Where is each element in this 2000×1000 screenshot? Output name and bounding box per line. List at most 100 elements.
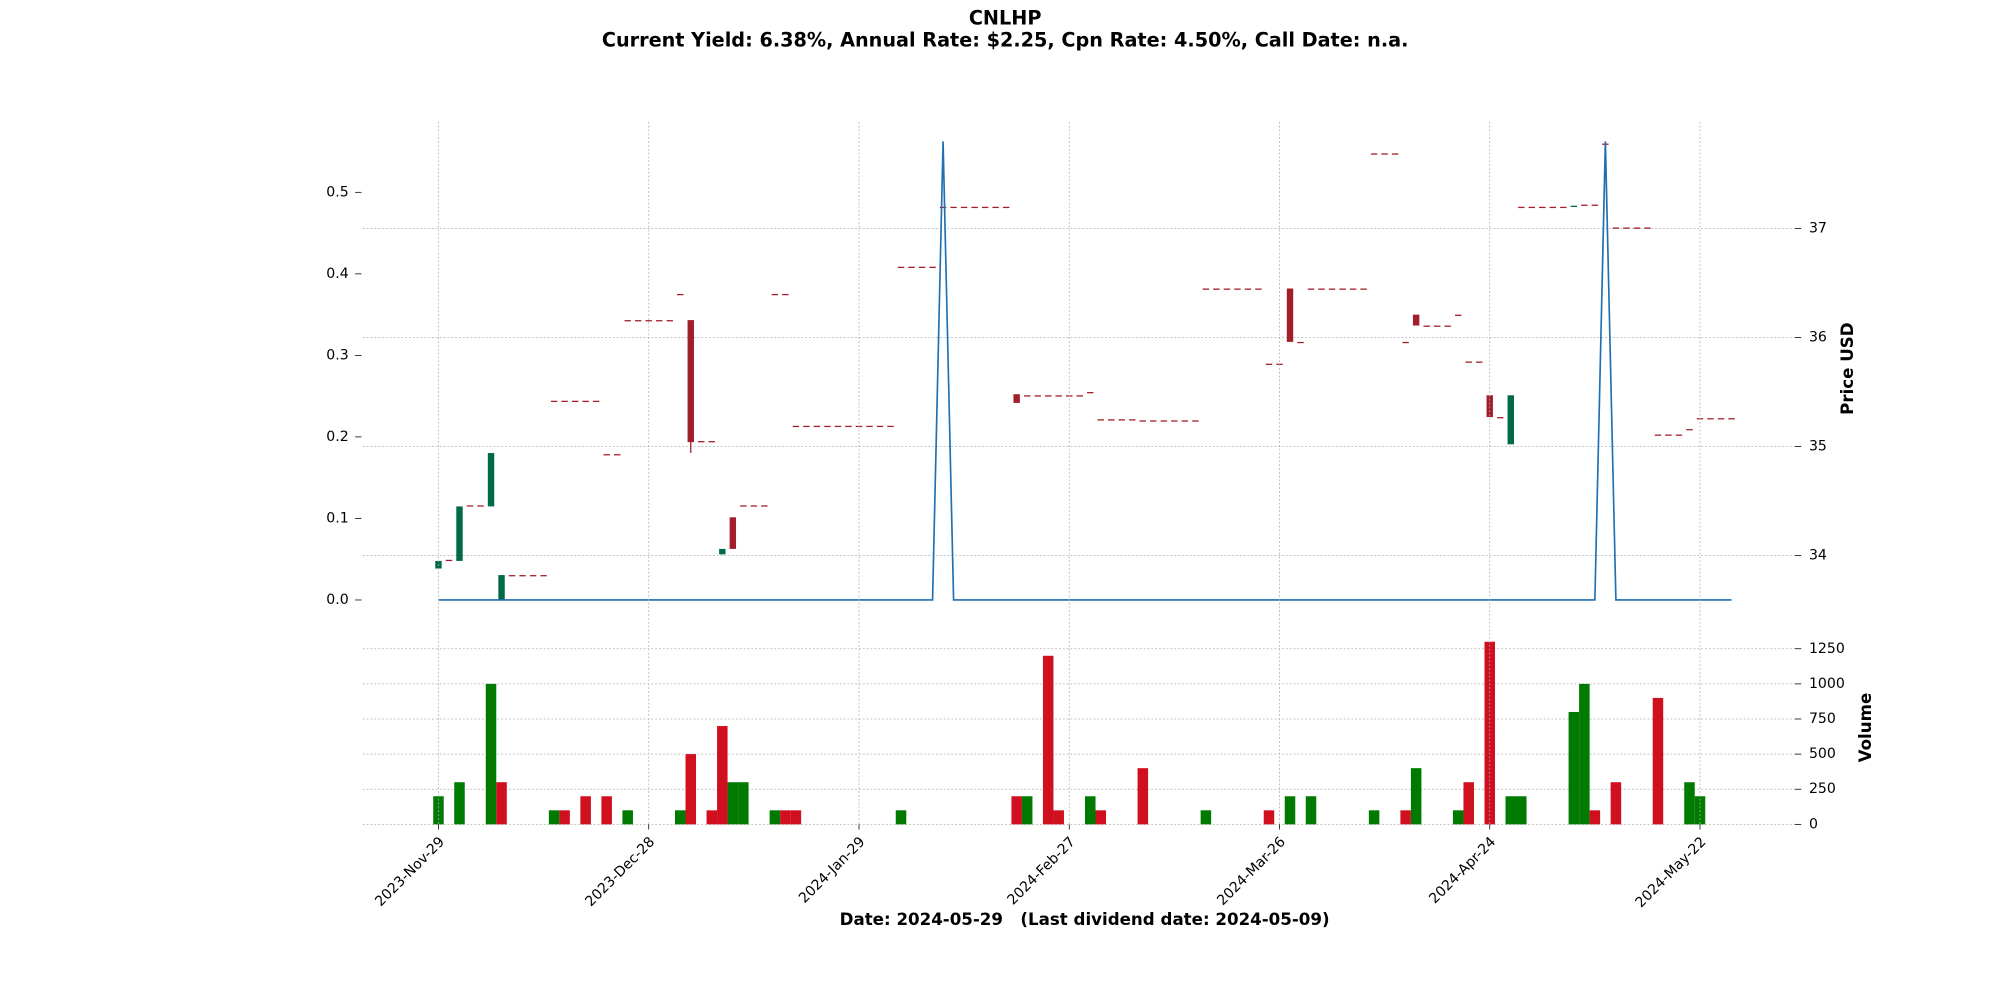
candle-body — [698, 441, 705, 443]
candle-body — [1465, 361, 1472, 363]
candle-body — [1192, 420, 1199, 422]
volume-bar — [780, 810, 791, 825]
candle-body — [1097, 419, 1104, 421]
volume-bar — [727, 782, 739, 825]
candle-body — [561, 400, 568, 403]
candle-body — [1055, 395, 1062, 397]
candle-body — [1539, 206, 1546, 209]
candle-body — [1707, 418, 1714, 420]
candle-body — [1412, 314, 1420, 326]
candle-body — [1202, 288, 1210, 290]
candle-body — [750, 505, 758, 507]
y-tick-label: 0 — [1809, 816, 1818, 832]
candle-body — [1675, 434, 1683, 436]
candle-body — [771, 293, 779, 296]
candle-body — [866, 425, 873, 428]
candle-body — [1433, 325, 1441, 327]
candle-body — [1002, 206, 1010, 209]
candle-body — [1108, 419, 1115, 421]
volume-bar — [1053, 810, 1064, 825]
candle-body — [1328, 288, 1336, 290]
candle-body — [939, 206, 947, 209]
candle-body — [1318, 288, 1325, 290]
candle-body — [918, 266, 926, 268]
volume-bar — [706, 810, 718, 825]
volume-bar — [1042, 655, 1054, 825]
volume-bar — [1200, 810, 1212, 825]
volume-bar — [1400, 810, 1411, 825]
candle-body — [540, 575, 547, 577]
candle-body — [950, 206, 957, 209]
y-tick-label: 0.2 — [326, 429, 348, 445]
candle-body — [1717, 418, 1725, 420]
volume-bar — [580, 796, 591, 825]
candle-body — [887, 425, 894, 428]
candle-body — [1297, 341, 1304, 344]
volume-bar — [1516, 796, 1527, 825]
candle-body — [624, 320, 631, 322]
candle-body — [1728, 418, 1735, 420]
candle-body — [813, 425, 821, 428]
candle-body — [445, 559, 453, 562]
volume-bar — [1684, 782, 1695, 825]
y-tick-label: 1250 — [1809, 641, 1845, 657]
volume-bar — [1484, 641, 1495, 825]
volume-bar — [1021, 796, 1033, 825]
candle-body — [1402, 341, 1409, 344]
candle-body — [1497, 417, 1504, 419]
candle-body — [582, 400, 589, 403]
candle-body — [1087, 392, 1094, 394]
candle-body — [1560, 206, 1567, 209]
chart-subtitle: Current Yield: 6.38%, Annual Rate: $2.25… — [602, 29, 1409, 52]
candle-body — [1528, 206, 1536, 209]
candle-body — [1150, 420, 1157, 422]
candle-body — [1339, 288, 1346, 290]
volume-bar — [1137, 768, 1149, 825]
volume-bar — [1284, 796, 1296, 825]
candle-body — [1381, 153, 1388, 155]
candle-body — [1213, 288, 1220, 290]
y-tick-label: 0.1 — [326, 510, 348, 526]
candle-body — [487, 453, 495, 507]
y-tick-label: 1000 — [1809, 676, 1845, 692]
candle-body — [1612, 227, 1620, 229]
candle-body — [1644, 227, 1651, 229]
volume-bar — [1610, 782, 1622, 825]
y-tick-label: 250 — [1809, 781, 1836, 797]
volume-bar — [601, 796, 612, 825]
candle-body — [1570, 205, 1578, 207]
candle-body — [1423, 325, 1430, 327]
volume-bar — [1589, 810, 1601, 825]
y-tick-label: 750 — [1809, 711, 1836, 727]
candle-body — [498, 575, 505, 601]
candle-body — [1307, 288, 1315, 290]
candle-body — [1034, 395, 1041, 397]
candle-body — [845, 425, 852, 428]
y-tick-label: 36 — [1809, 330, 1827, 346]
candle-body — [1591, 204, 1599, 206]
volume-bar — [1579, 683, 1590, 825]
volume-bar — [1368, 810, 1380, 825]
y-axis-label: Volume — [1856, 693, 1875, 763]
candle-body — [1129, 419, 1136, 421]
candle-body — [1045, 395, 1052, 397]
y-tick-label: 500 — [1809, 746, 1836, 762]
candle-body — [729, 517, 737, 549]
candle-body — [1549, 206, 1557, 209]
volume-bar — [1095, 810, 1107, 825]
volume-bar — [675, 810, 686, 825]
candle-body — [656, 320, 663, 322]
candle-body — [792, 425, 800, 428]
volume-bar — [685, 754, 697, 825]
candle-body — [477, 505, 484, 507]
candle-body — [929, 266, 936, 268]
candle-body — [824, 425, 831, 428]
volume-bar — [548, 810, 560, 825]
y-tick-label: 0.3 — [326, 347, 348, 363]
volume-bar — [496, 782, 507, 825]
candle-body — [1171, 420, 1178, 422]
volume-bar — [485, 683, 497, 825]
chart-title: CNLHP — [969, 7, 1042, 30]
candle-body — [971, 206, 978, 209]
